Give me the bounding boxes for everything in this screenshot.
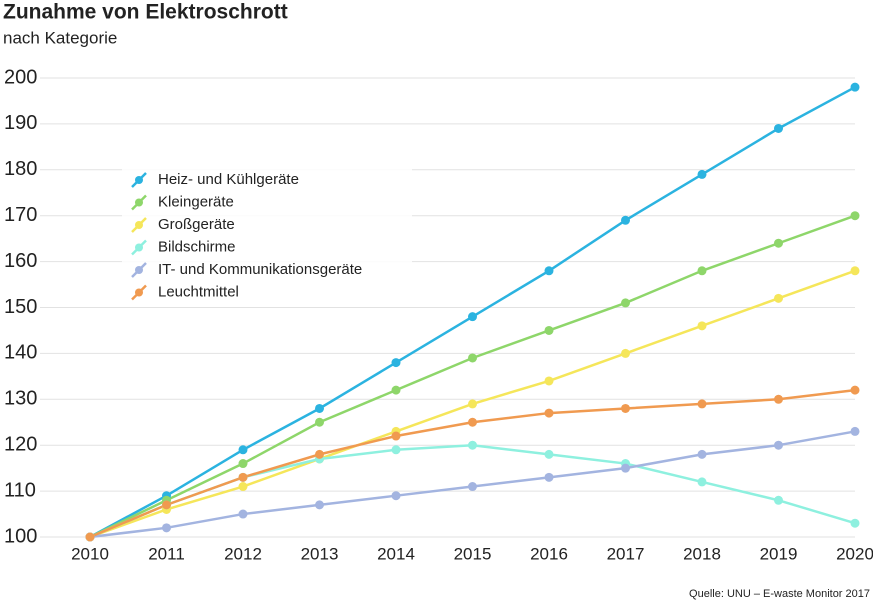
data-point	[774, 293, 783, 303]
data-point	[850, 385, 860, 395]
x-tick-label: 2020	[836, 544, 873, 563]
data-point	[774, 238, 783, 248]
data-point	[85, 532, 95, 542]
data-point	[468, 312, 477, 322]
data-point	[544, 325, 554, 335]
data-point	[468, 399, 477, 409]
data-point	[315, 500, 324, 510]
data-point	[544, 449, 554, 459]
data-point	[544, 266, 554, 276]
data-point	[315, 449, 324, 459]
y-tick-label: 150	[4, 296, 37, 318]
legend-label: Leuchtmittel	[158, 283, 239, 300]
data-point	[850, 426, 860, 436]
data-point	[315, 417, 324, 427]
y-tick-label: 110	[4, 479, 36, 501]
legend-marker-dot	[135, 243, 143, 252]
x-tick-label: 2012	[224, 544, 262, 563]
data-point	[697, 266, 707, 276]
y-tick-label: 190	[4, 112, 37, 134]
x-tick-label: 2013	[301, 544, 339, 563]
chart-title: Zunahme von Elektroschrott	[3, 1, 288, 24]
data-point	[850, 266, 860, 276]
series-line	[89, 388, 856, 539]
x-tick-label: 2015	[454, 544, 492, 563]
data-point	[391, 385, 401, 395]
data-point	[697, 321, 707, 331]
x-tick-label: 2016	[530, 544, 568, 563]
legend-label: Großgeräte	[158, 216, 235, 233]
legend-label: Heiz- und Kühlgeräte	[158, 171, 299, 188]
legend-marker-dot	[135, 176, 143, 184]
data-point	[391, 491, 401, 501]
x-tick-label: 2011	[148, 544, 185, 563]
data-point	[468, 417, 477, 427]
legend-label: IT- und Kommunikationsgeräte	[158, 261, 362, 278]
x-tick-label: 2017	[607, 544, 645, 563]
data-point	[315, 403, 324, 413]
y-tick-label: 130	[4, 388, 37, 410]
data-point	[544, 472, 554, 482]
chart-subtitle: nach Kategorie	[3, 28, 117, 47]
data-point	[850, 518, 860, 528]
data-point	[238, 445, 248, 455]
legend-label: Bildschirme	[158, 238, 236, 255]
y-tick-label: 120	[4, 433, 37, 455]
data-point	[162, 500, 171, 510]
data-point	[238, 459, 248, 469]
data-point	[468, 482, 477, 492]
data-point	[391, 358, 401, 368]
source: Quelle: UNU – E-waste Monitor 2017	[689, 588, 870, 600]
data-point	[544, 376, 554, 386]
legend-marker-dot	[135, 221, 143, 229]
y-tick-label: 140	[4, 342, 37, 364]
data-point	[697, 169, 707, 179]
data-point	[621, 403, 630, 413]
data-point	[468, 440, 477, 450]
data-point	[238, 472, 248, 482]
legend-marker-dot	[135, 266, 143, 274]
y-tick-label: 100	[4, 525, 37, 547]
data-point	[697, 449, 707, 459]
data-point	[621, 463, 630, 473]
data-point	[697, 477, 707, 487]
data-point	[774, 495, 783, 505]
y-tick-label: 170	[4, 204, 37, 226]
x-tick-label: 2018	[683, 544, 721, 563]
data-point	[621, 215, 630, 225]
y-tick-label: 200	[4, 66, 37, 88]
data-point	[238, 482, 248, 492]
data-point	[391, 445, 401, 455]
y-tick-label: 160	[4, 250, 37, 272]
x-tick-label: 2019	[760, 544, 798, 563]
legend-marker-dot	[135, 288, 143, 297]
data-point	[391, 431, 401, 441]
data-point	[850, 211, 860, 221]
x-tick-label: 2010	[71, 544, 109, 563]
data-point	[238, 509, 248, 519]
y-tick-label: 180	[4, 158, 37, 180]
data-point	[162, 523, 171, 533]
data-point	[621, 298, 630, 308]
data-point	[544, 408, 554, 418]
x-tick-label: 2014	[377, 544, 415, 563]
data-point	[774, 123, 783, 133]
legend-marker-dot	[135, 198, 143, 207]
data-point	[697, 399, 707, 409]
data-point	[850, 82, 860, 92]
data-point	[774, 440, 783, 450]
legend-label: Kleingeräte	[158, 193, 234, 210]
data-point	[468, 353, 477, 363]
legend-background	[122, 166, 412, 306]
data-point	[774, 394, 783, 404]
data-point	[621, 348, 630, 358]
